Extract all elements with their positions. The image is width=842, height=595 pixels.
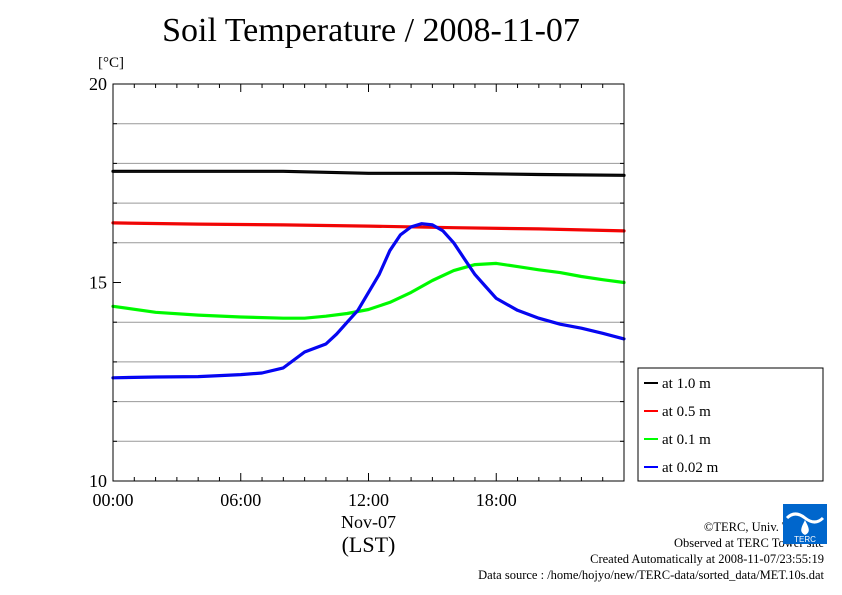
credits-block: ©TERC, Univ. Tsukuba Observed at TERC To… [478,519,824,583]
credit-copyright: ©TERC, Univ. Tsukuba [703,520,824,534]
series-line-3 [111,222,626,380]
plot-frame [112,83,625,482]
x-date-label: Nov-07 [341,512,396,532]
y-axis-unit: [°C] [98,55,124,71]
logo-drop [801,520,809,535]
y-tick-label: 15 [89,273,107,293]
legend-label-1: at 0.5 m [662,404,711,420]
logo-wave [785,512,825,524]
y-tick-label: 20 [89,74,107,94]
series-line-shade-1 [112,222,625,232]
legend-box [637,367,824,482]
series-line-1 [111,221,626,233]
series-line-shade-3 [112,223,625,379]
x-tick-label: 06:00 [220,490,261,510]
y-tick-label: 10 [89,471,107,491]
legend-label-3: at 0.02 m [662,460,719,476]
x-axis-label: (LST) [342,532,396,557]
x-tick-label: 18:00 [476,490,517,510]
x-tick-label: 00:00 [92,490,133,510]
series-line-0 [111,169,626,177]
legend-label-2: at 0.1 m [662,432,711,448]
series-line-shade-0 [113,171,625,176]
credit-created: Created Automatically at 2008-11-07/23:5… [590,552,824,566]
series-line-shade-2 [112,263,625,319]
chart-title: Soil Temperature / 2008-11-07 [162,12,580,49]
series-line-2 [111,261,626,320]
credit-source: Data source : /home/hojyo/new/TERC-data/… [478,568,824,582]
legend-label-0: at 1.0 m [662,376,711,392]
credit-site: Observed at TERC Tower site [673,536,824,550]
logo-text: TERC [794,535,816,544]
terc-logo: TERC [783,504,827,544]
x-tick-label: 12:00 [348,490,389,510]
